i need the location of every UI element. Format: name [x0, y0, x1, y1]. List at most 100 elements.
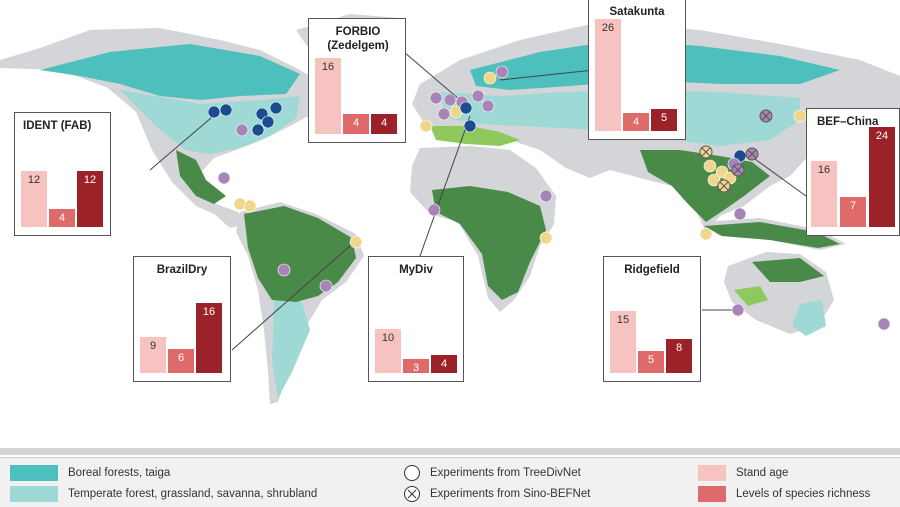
crossed-site-marker: [731, 163, 745, 177]
bar-label: 5: [660, 112, 668, 124]
site-marker: [483, 71, 497, 85]
bar-stand-age: 12: [21, 171, 47, 227]
site-marker: [877, 317, 891, 331]
site-marker: [251, 123, 265, 137]
site-marker: [481, 99, 495, 113]
mediterranean-australia: [734, 286, 768, 306]
bar-richness-max: 4: [371, 114, 397, 134]
site-marker: [703, 159, 717, 173]
tropical-australia: [752, 258, 824, 282]
legend-temperate: Temperate forest, grassland, savanna, sh…: [10, 486, 317, 502]
boreal-north-america: [40, 44, 300, 100]
panel-title: FORBIO (Zedelgem): [327, 26, 389, 52]
species-richness-swatch: [698, 486, 726, 502]
panel-title: BrazilDry: [156, 264, 208, 276]
bar-richness-max: 8: [666, 339, 692, 373]
site-markers: [207, 65, 891, 331]
temperate-swatch: [10, 486, 58, 502]
bar-richness: 3: [403, 359, 429, 374]
bar-label: 7: [849, 200, 857, 212]
bar-richness: 4: [49, 209, 75, 227]
temperate-australia: [792, 300, 826, 336]
bar-label: 4: [58, 212, 66, 224]
bar-stand-age: 9: [140, 337, 166, 373]
bar-label: 10: [381, 332, 395, 344]
crossed-circle-icon: [404, 486, 420, 502]
bar-label: 12: [83, 174, 97, 186]
panel-forbio: FORBIO (Zedelgem) 16 4 4: [308, 18, 406, 143]
site-marker: [495, 65, 509, 79]
site-marker: [429, 91, 443, 105]
bar-richness: 6: [168, 349, 194, 373]
site-marker: [471, 89, 485, 103]
tropical-indonesia: [704, 222, 840, 248]
bar-richness: 5: [638, 351, 664, 373]
site-marker: [539, 189, 553, 203]
bar-stand-age: 16: [811, 161, 837, 227]
bar-label: 4: [380, 117, 388, 129]
crossed-site-marker: [699, 145, 713, 159]
legend-sinobef-label: Experiments from Sino-BEFNet: [430, 488, 591, 500]
bar-label: 4: [632, 116, 640, 128]
legend-species-richness-label: Levels of species richness: [736, 488, 871, 500]
panel-brazildry: BrazilDry 9 6 16: [133, 256, 231, 382]
temperate-south-america: [272, 296, 310, 398]
site-marker: [707, 173, 721, 187]
bar-stand-age: 10: [375, 329, 401, 373]
site-marker: [319, 279, 333, 293]
bar-label: 26: [601, 22, 615, 34]
bar-stand-age: 26: [595, 19, 621, 131]
legend-boreal-label: Boreal forests, taiga: [68, 467, 171, 479]
crossed-site-marker: [759, 109, 773, 123]
legend-stand-age-label: Stand age: [736, 467, 789, 479]
site-marker: [733, 207, 747, 221]
legend-treedivnet-label: Experiments from TreeDivNet: [430, 467, 581, 479]
site-marker: [277, 263, 291, 277]
bar-label: 16: [321, 61, 335, 73]
bar-label: 5: [647, 354, 655, 366]
panel-ident: IDENT (FAB) 12 4 12: [14, 112, 111, 236]
site-marker: [463, 119, 477, 133]
panel-title: IDENT (FAB): [23, 120, 92, 132]
bar-label: 4: [440, 358, 448, 370]
panel-title: Satakunta: [609, 6, 665, 18]
bar-label: 24: [875, 130, 889, 142]
site-marker: [793, 109, 807, 123]
open-circle-icon: [404, 465, 420, 481]
panel-title: MyDiv: [399, 264, 433, 276]
legend: Boreal forests, taiga Temperate forest, …: [0, 457, 900, 507]
bar-label: 8: [675, 342, 683, 354]
bar-label: 3: [412, 362, 420, 374]
bar-richness: 4: [623, 113, 649, 131]
bar-label: 16: [202, 306, 216, 318]
bar-stand-age: 15: [610, 311, 636, 373]
site-marker: [443, 93, 457, 107]
bar-label: 15: [616, 314, 630, 326]
antarctica-land: [0, 448, 900, 455]
panel-title: Ridgefield: [624, 264, 680, 276]
bar-label: 12: [27, 174, 41, 186]
site-marker: [437, 107, 451, 121]
bar-richness-max: 24: [869, 127, 895, 227]
mediterranean-layer: [430, 126, 768, 306]
site-marker: [243, 199, 257, 213]
bar-richness: 4: [343, 114, 369, 134]
legend-temperate-label: Temperate forest, grassland, savanna, sh…: [68, 488, 318, 500]
site-marker: [731, 303, 745, 317]
bar-label: 6: [177, 352, 185, 364]
site-marker: [217, 171, 231, 185]
bar-stand-age: 16: [315, 58, 341, 134]
bar-richness-max: 16: [196, 303, 222, 373]
site-marker: [459, 101, 473, 115]
panel-bef-china: BEF–China 16 7 24: [806, 108, 900, 236]
site-marker: [427, 203, 441, 217]
mediterranean-europe: [430, 126, 520, 146]
legend-boreal: Boreal forests, taiga: [10, 465, 170, 481]
crossed-site-marker: [717, 179, 731, 193]
legend-stand-age: Stand age: [698, 465, 788, 481]
bar-richness-max: 5: [651, 109, 677, 131]
site-marker: [207, 105, 221, 119]
site-marker: [261, 115, 275, 129]
crossed-site-marker: [745, 147, 759, 161]
panel-satakunta: Satakunta 26 4 5: [588, 0, 686, 140]
